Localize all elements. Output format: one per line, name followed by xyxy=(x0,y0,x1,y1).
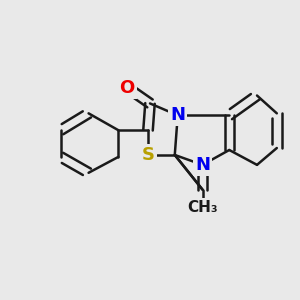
Text: CH₃: CH₃ xyxy=(187,200,218,215)
Text: S: S xyxy=(142,146,154,164)
Text: N: N xyxy=(170,106,185,124)
Text: N: N xyxy=(195,156,210,174)
Text: O: O xyxy=(120,79,135,97)
